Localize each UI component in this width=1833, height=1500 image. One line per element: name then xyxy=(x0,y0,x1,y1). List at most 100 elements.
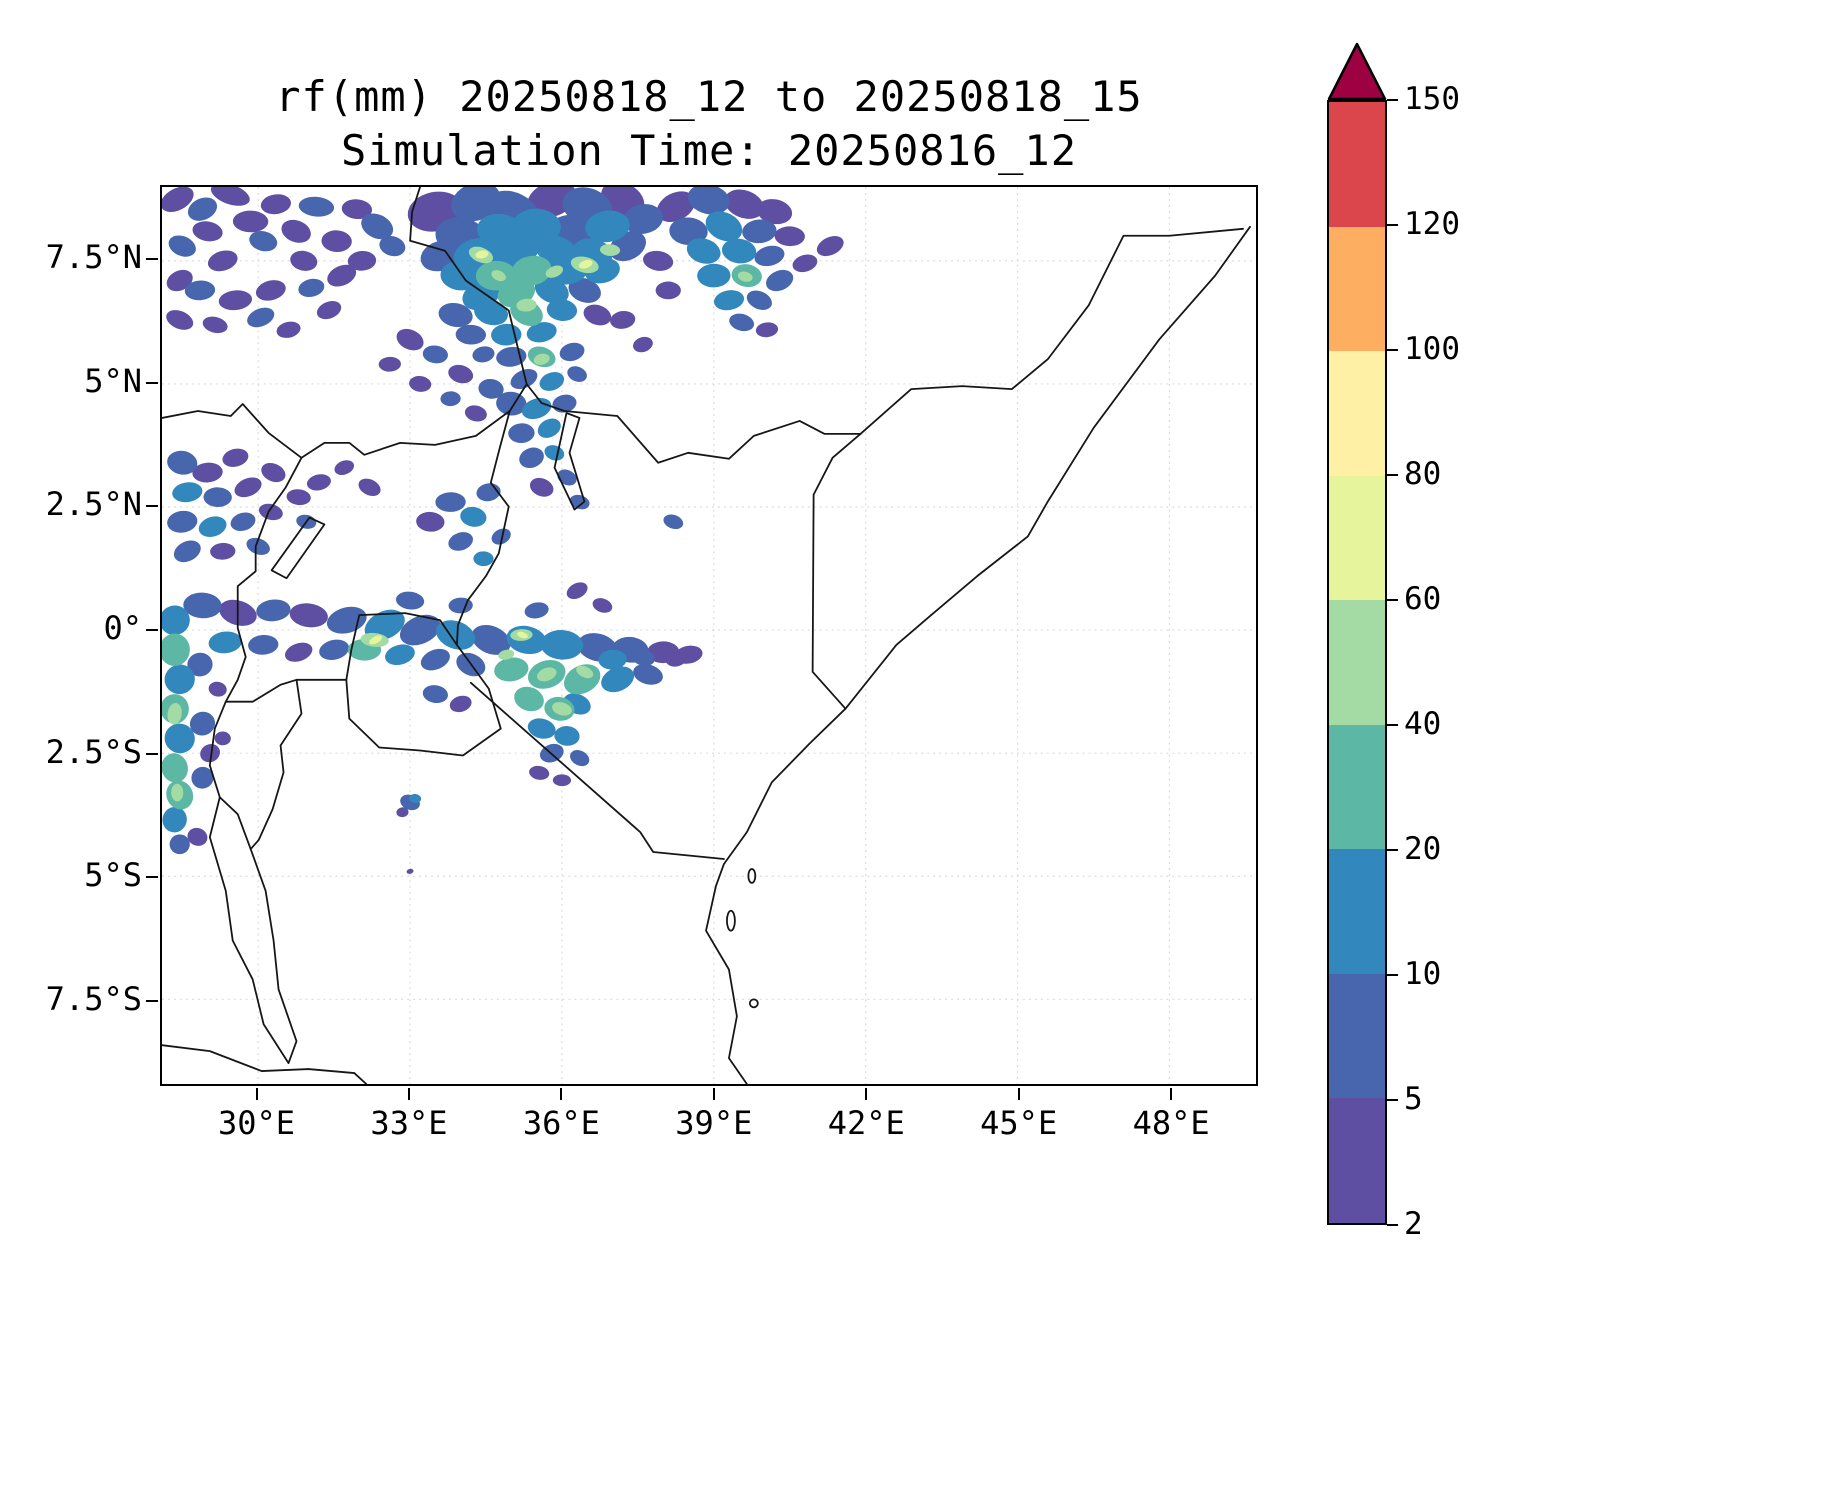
rain-cell xyxy=(554,726,580,746)
rain-cell xyxy=(422,345,448,364)
rain-cell xyxy=(742,219,777,244)
rain-cell xyxy=(246,537,270,555)
rain-cell xyxy=(222,448,249,467)
colorbar-segment xyxy=(1329,226,1385,352)
rain-cell xyxy=(167,450,198,475)
rain-cell xyxy=(416,511,445,532)
rain-cell xyxy=(364,609,405,641)
y-tick-mark xyxy=(146,505,158,508)
rain-cell xyxy=(249,231,278,252)
rain-cell xyxy=(316,300,342,320)
gridlines xyxy=(162,187,1256,1084)
rain-cell xyxy=(202,316,228,334)
rain-cell xyxy=(187,197,218,221)
colorbar-tick-label: 20 xyxy=(1404,831,1442,867)
rain-cell xyxy=(248,634,279,655)
rain-cell xyxy=(208,631,242,654)
colorbar-tick-mark xyxy=(1387,1099,1398,1101)
rain-cell xyxy=(191,766,214,789)
rain-cell xyxy=(475,250,489,259)
rain-cell xyxy=(669,217,708,246)
x-tick-mark xyxy=(560,1088,563,1100)
x-tick-label: 33°E xyxy=(370,1104,448,1142)
rain-cell xyxy=(420,648,450,671)
colorbar-tick-label: 2 xyxy=(1404,1206,1423,1242)
y-tick-mark xyxy=(146,629,158,632)
y-tick-mark xyxy=(146,999,158,1002)
rain-cell xyxy=(540,630,584,660)
rain-cell xyxy=(545,265,563,278)
rain-cell xyxy=(406,868,414,874)
rain-cell xyxy=(566,582,588,600)
rain-cell xyxy=(610,310,636,329)
rain-cell xyxy=(585,210,630,243)
rain-cell xyxy=(663,514,684,530)
colorbar-segment xyxy=(1329,351,1385,476)
colorbar-tick-mark xyxy=(1387,224,1398,226)
colorbar-tick-label: 80 xyxy=(1404,456,1442,492)
rain-cell xyxy=(208,681,227,697)
colorbar-over-triangle xyxy=(1327,42,1387,101)
rain-cell xyxy=(774,226,805,247)
rain-cell xyxy=(622,204,664,234)
rain-cell xyxy=(327,264,357,287)
rain-cell xyxy=(643,250,674,271)
colorbar-tick-mark xyxy=(1387,974,1398,976)
rain-cell xyxy=(347,250,377,271)
rain-cell xyxy=(816,236,844,257)
rain-cell xyxy=(757,199,793,225)
rain-cell xyxy=(460,506,487,527)
rain-cell xyxy=(247,307,275,328)
y-tick-label: 7.5°N xyxy=(45,238,142,277)
rain-cell xyxy=(162,633,190,667)
rain-cell xyxy=(260,194,292,215)
rain-cell xyxy=(385,644,415,665)
rain-cell xyxy=(529,477,554,497)
border-ethiopia-somalia xyxy=(859,227,1244,435)
rain-cell xyxy=(491,270,506,282)
rain-cell xyxy=(341,199,373,220)
island-zanzibar xyxy=(726,909,736,932)
map-canvas xyxy=(162,187,1256,1084)
figure-subtitle: Simulation Time: 20250816_12 xyxy=(340,126,1077,175)
border-ethiopia-south-sudan xyxy=(409,187,528,386)
rain-cell xyxy=(169,834,190,855)
rain-cell xyxy=(552,702,572,716)
rain-cell xyxy=(567,366,587,382)
rain-cell xyxy=(166,310,194,330)
rain-cell xyxy=(168,235,196,257)
border-uganda-kenya xyxy=(456,383,528,646)
rain-cell xyxy=(210,542,236,560)
rain-cell xyxy=(474,299,508,326)
rain-cell xyxy=(721,238,757,264)
x-tick-mark xyxy=(255,1088,258,1100)
colorbar-tick-label: 60 xyxy=(1404,581,1442,617)
x-tick-label: 36°E xyxy=(522,1104,600,1142)
rain-cell xyxy=(557,469,577,486)
rain-cell xyxy=(537,667,557,682)
rain-cell xyxy=(569,494,590,510)
x-tick-mark xyxy=(865,1088,868,1100)
rain-cell xyxy=(563,664,601,695)
colorbar-over-arrow xyxy=(1327,42,1387,101)
geography-borders xyxy=(162,187,1251,1084)
rain-cell xyxy=(173,540,201,563)
rain-cell xyxy=(713,290,745,311)
colorbar-tick-mark xyxy=(1387,349,1398,351)
rain-cell xyxy=(464,405,487,422)
rain-cell xyxy=(514,686,544,712)
lake-tanganyika xyxy=(208,796,298,1064)
x-tick-mark xyxy=(1170,1088,1173,1100)
rain-cell xyxy=(519,447,544,469)
rain-cell xyxy=(537,418,561,438)
rain-cell xyxy=(448,532,473,551)
rain-cell xyxy=(256,599,291,622)
y-tick-label: 2.5°S xyxy=(45,732,142,771)
rain-cell xyxy=(599,244,621,256)
rain-cell xyxy=(166,269,193,292)
rain-cell xyxy=(665,652,686,667)
rain-cell xyxy=(306,474,331,491)
rain-cell xyxy=(440,391,461,407)
rain-cell xyxy=(491,528,511,545)
rain-cell xyxy=(631,648,655,666)
